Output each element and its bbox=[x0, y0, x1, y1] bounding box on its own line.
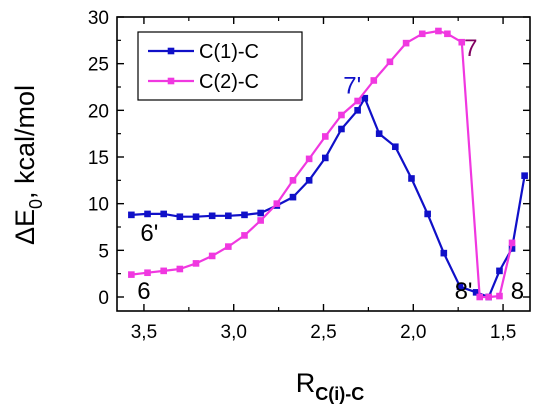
data-point-series-2 bbox=[208, 252, 216, 260]
data-point-series-2 bbox=[321, 133, 329, 140]
data-point-series-2 bbox=[435, 27, 442, 35]
data-point-series-2 bbox=[485, 293, 492, 301]
data-point-series-2 bbox=[476, 293, 484, 301]
data-point-series-1 bbox=[354, 107, 361, 114]
point-annotation: 8 bbox=[511, 278, 524, 305]
point-annotation: 8' bbox=[455, 278, 473, 305]
data-point-series-2 bbox=[402, 39, 410, 47]
data-point-series-1 bbox=[440, 249, 448, 257]
x-tick-label: 2,0 bbox=[400, 322, 426, 343]
data-point-series-1 bbox=[521, 172, 528, 179]
data-point-series-1 bbox=[338, 125, 345, 133]
x-tick-label: 3,0 bbox=[221, 322, 247, 343]
data-point-series-2 bbox=[496, 292, 503, 300]
data-point-series-2 bbox=[176, 265, 184, 273]
y-axis-label: ΔE0, kcal/mol bbox=[10, 85, 46, 245]
data-point-series-1 bbox=[408, 175, 415, 182]
y-tick-label: 5 bbox=[98, 241, 109, 262]
data-point-series-1 bbox=[508, 245, 516, 252]
data-point-series-2 bbox=[225, 243, 232, 250]
data-point-series-2 bbox=[289, 177, 297, 184]
data-point-series-1 bbox=[289, 193, 297, 201]
y-tick-label: 15 bbox=[88, 148, 109, 169]
data-point-series-1 bbox=[176, 213, 184, 221]
legend-swatch-marker bbox=[167, 47, 175, 55]
data-point-series-1 bbox=[225, 212, 232, 220]
data-point-series-1 bbox=[144, 210, 151, 218]
data-point-series-1 bbox=[321, 154, 329, 162]
data-point-series-1 bbox=[305, 177, 313, 184]
legend-swatch-marker bbox=[167, 77, 175, 85]
data-point-series-2 bbox=[458, 38, 466, 46]
point-annotation: 6 bbox=[137, 278, 150, 305]
data-point-series-2 bbox=[305, 155, 313, 163]
data-point-series-2 bbox=[508, 239, 516, 247]
y-tick-label: 30 bbox=[88, 8, 109, 29]
x-tick-label: 2,5 bbox=[310, 322, 336, 343]
data-point-series-2 bbox=[128, 271, 135, 278]
y-tick-label: 10 bbox=[88, 195, 109, 216]
x-tick-label: 3,5 bbox=[131, 322, 157, 343]
y-tick-label: 20 bbox=[88, 101, 109, 122]
x-tick-label: 1,5 bbox=[490, 322, 516, 343]
data-point-series-2 bbox=[192, 260, 200, 267]
data-point-series-1 bbox=[361, 94, 369, 102]
data-point-series-1 bbox=[456, 283, 464, 291]
data-point-series-2 bbox=[160, 267, 167, 275]
data-point-series-2 bbox=[418, 30, 426, 38]
data-point-series-1 bbox=[160, 210, 167, 218]
y-tick-label: 25 bbox=[88, 55, 109, 76]
data-point-series-1 bbox=[192, 213, 200, 221]
data-point-series-2 bbox=[144, 269, 151, 277]
point-annotation: 7' bbox=[343, 73, 361, 100]
data-point-series-1 bbox=[424, 210, 431, 218]
legend-box bbox=[137, 31, 303, 101]
data-point-series-1 bbox=[257, 209, 264, 217]
x-axis-label: RC(i)-C bbox=[296, 368, 364, 404]
data-point-series-1 bbox=[472, 289, 480, 296]
data-point-series-2 bbox=[338, 111, 345, 119]
data-point-series-1 bbox=[208, 212, 216, 220]
data-point-series-2 bbox=[273, 200, 281, 207]
data-point-series-1 bbox=[128, 211, 135, 219]
data-point-series-2 bbox=[354, 97, 361, 105]
data-point-series-2 bbox=[241, 232, 248, 239]
data-point-series-2 bbox=[257, 217, 264, 224]
legend-label: C(1)-C bbox=[199, 41, 259, 63]
point-annotation: 6' bbox=[140, 220, 158, 247]
point-annotation: 7 bbox=[464, 35, 477, 62]
data-point-series-1 bbox=[496, 267, 503, 275]
legend-label: C(2)-C bbox=[199, 71, 259, 93]
y-axis-label-subscript: 0 bbox=[26, 199, 46, 209]
data-point-series-1 bbox=[392, 143, 399, 151]
series-line-1 bbox=[131, 97, 526, 299]
data-point-series-1 bbox=[241, 211, 248, 219]
data-point-series-2 bbox=[386, 58, 394, 66]
y-tick-label: 0 bbox=[98, 288, 109, 309]
data-point-series-2 bbox=[444, 30, 451, 38]
data-point-series-2 bbox=[370, 77, 378, 84]
data-point-series-1 bbox=[375, 130, 383, 137]
x-axis-label-subscript: C(i)-C bbox=[315, 384, 364, 404]
